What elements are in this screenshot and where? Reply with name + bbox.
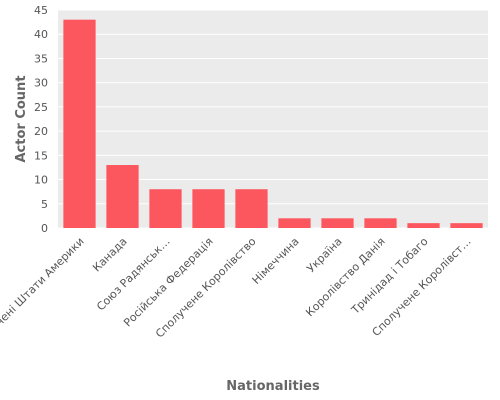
bar: [149, 189, 182, 228]
x-tick-label: Україна: [304, 235, 344, 275]
y-tick-label: 35: [34, 52, 48, 65]
y-tick-label: 0: [41, 222, 48, 235]
y-tick-label: 30: [34, 77, 48, 90]
bars: [63, 19, 483, 228]
x-tick-label: Сполучені Штати Америки: [0, 235, 87, 354]
x-axis-title: Nationalities: [226, 379, 320, 394]
y-tick-label: 10: [34, 174, 48, 187]
bar: [278, 218, 311, 228]
bar: [192, 189, 225, 228]
bar: [235, 189, 268, 228]
y-tick-label: 15: [34, 149, 48, 162]
x-tick-label: Королівство Данія: [303, 235, 387, 319]
x-tick-label: Німеччина: [250, 235, 302, 287]
x-tick-label: Тринідад і Тобаго: [348, 235, 431, 318]
y-tick-label: 5: [41, 198, 48, 211]
bar: [106, 165, 139, 228]
bar: [321, 218, 354, 228]
x-tick-label: Канада: [90, 235, 129, 274]
y-tick-label: 20: [34, 125, 48, 138]
x-tick-label: Союз Радянськ…: [94, 235, 172, 313]
bar: [450, 223, 483, 228]
y-tick-label: 45: [34, 4, 48, 17]
bar: [63, 19, 96, 228]
y-axis-title: Actor Count: [14, 75, 29, 162]
y-tick-labels: 0 5 10 15 20 25 30 35 40 45: [34, 4, 48, 235]
bar: [364, 218, 397, 228]
bar: [407, 223, 440, 228]
y-tick-label: 40: [34, 28, 48, 41]
y-tick-label: 25: [34, 101, 48, 114]
